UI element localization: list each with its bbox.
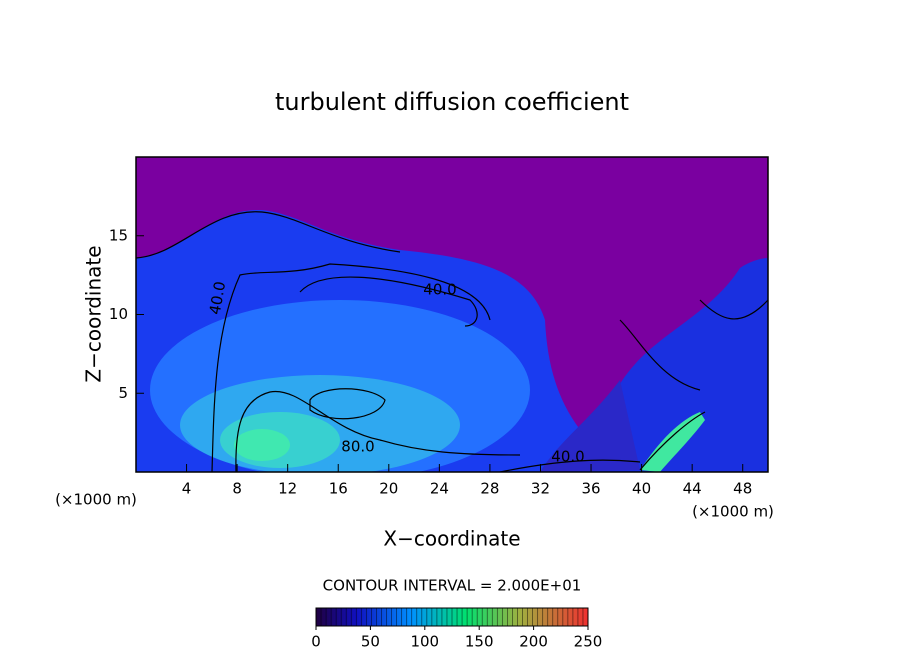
x-tick-label: 16: [329, 480, 348, 498]
x-tick-label: 28: [480, 480, 499, 498]
x-tick-label: 48: [733, 480, 752, 498]
colorbar-frame: [315, 607, 589, 627]
colorbar-tick-label: 250: [574, 633, 603, 651]
x-tick-label: 20: [379, 480, 398, 498]
contour-interval: CONTOUR INTERVAL = 2.000E+01: [323, 577, 582, 595]
colorbar-stripes: [320, 608, 584, 626]
contour-label: 40.0: [551, 448, 584, 466]
x-tick-label: 24: [430, 480, 449, 498]
x-tick-label: 8: [232, 480, 242, 498]
contour-label: 40.0: [206, 280, 230, 316]
x-unit-label: (×1000 m): [55, 491, 137, 509]
contour-field: [136, 157, 768, 472]
colorbar-tick-label: 0: [311, 633, 321, 651]
colorbar-tick-label: 200: [519, 633, 548, 651]
y-tick-label: 10: [109, 305, 128, 323]
contour-label: 40.0: [423, 281, 456, 299]
x-unit-label: (×1000 m): [692, 503, 774, 521]
y-tick-label: 15: [109, 226, 128, 244]
x-tick-label: 12: [278, 480, 297, 498]
x-tick-label: 4: [182, 480, 192, 498]
x-tick-label: 32: [531, 480, 550, 498]
y-tick-label: 5: [118, 384, 128, 402]
contour-label: 80.0: [341, 438, 374, 456]
colorbar-tick-label: 150: [465, 633, 494, 651]
y-axis-label: Z−coordinate: [82, 245, 106, 382]
chart-title: turbulent diffusion coefficient: [275, 88, 629, 116]
x-tick-label: 40: [632, 480, 651, 498]
x-tick-label: 36: [581, 480, 600, 498]
x-tick-label: 44: [683, 480, 702, 498]
colorbar-tick-label: 100: [410, 633, 439, 651]
x-axis-label: X−coordinate: [383, 527, 520, 551]
colorbar-tick-label: 50: [361, 633, 380, 651]
